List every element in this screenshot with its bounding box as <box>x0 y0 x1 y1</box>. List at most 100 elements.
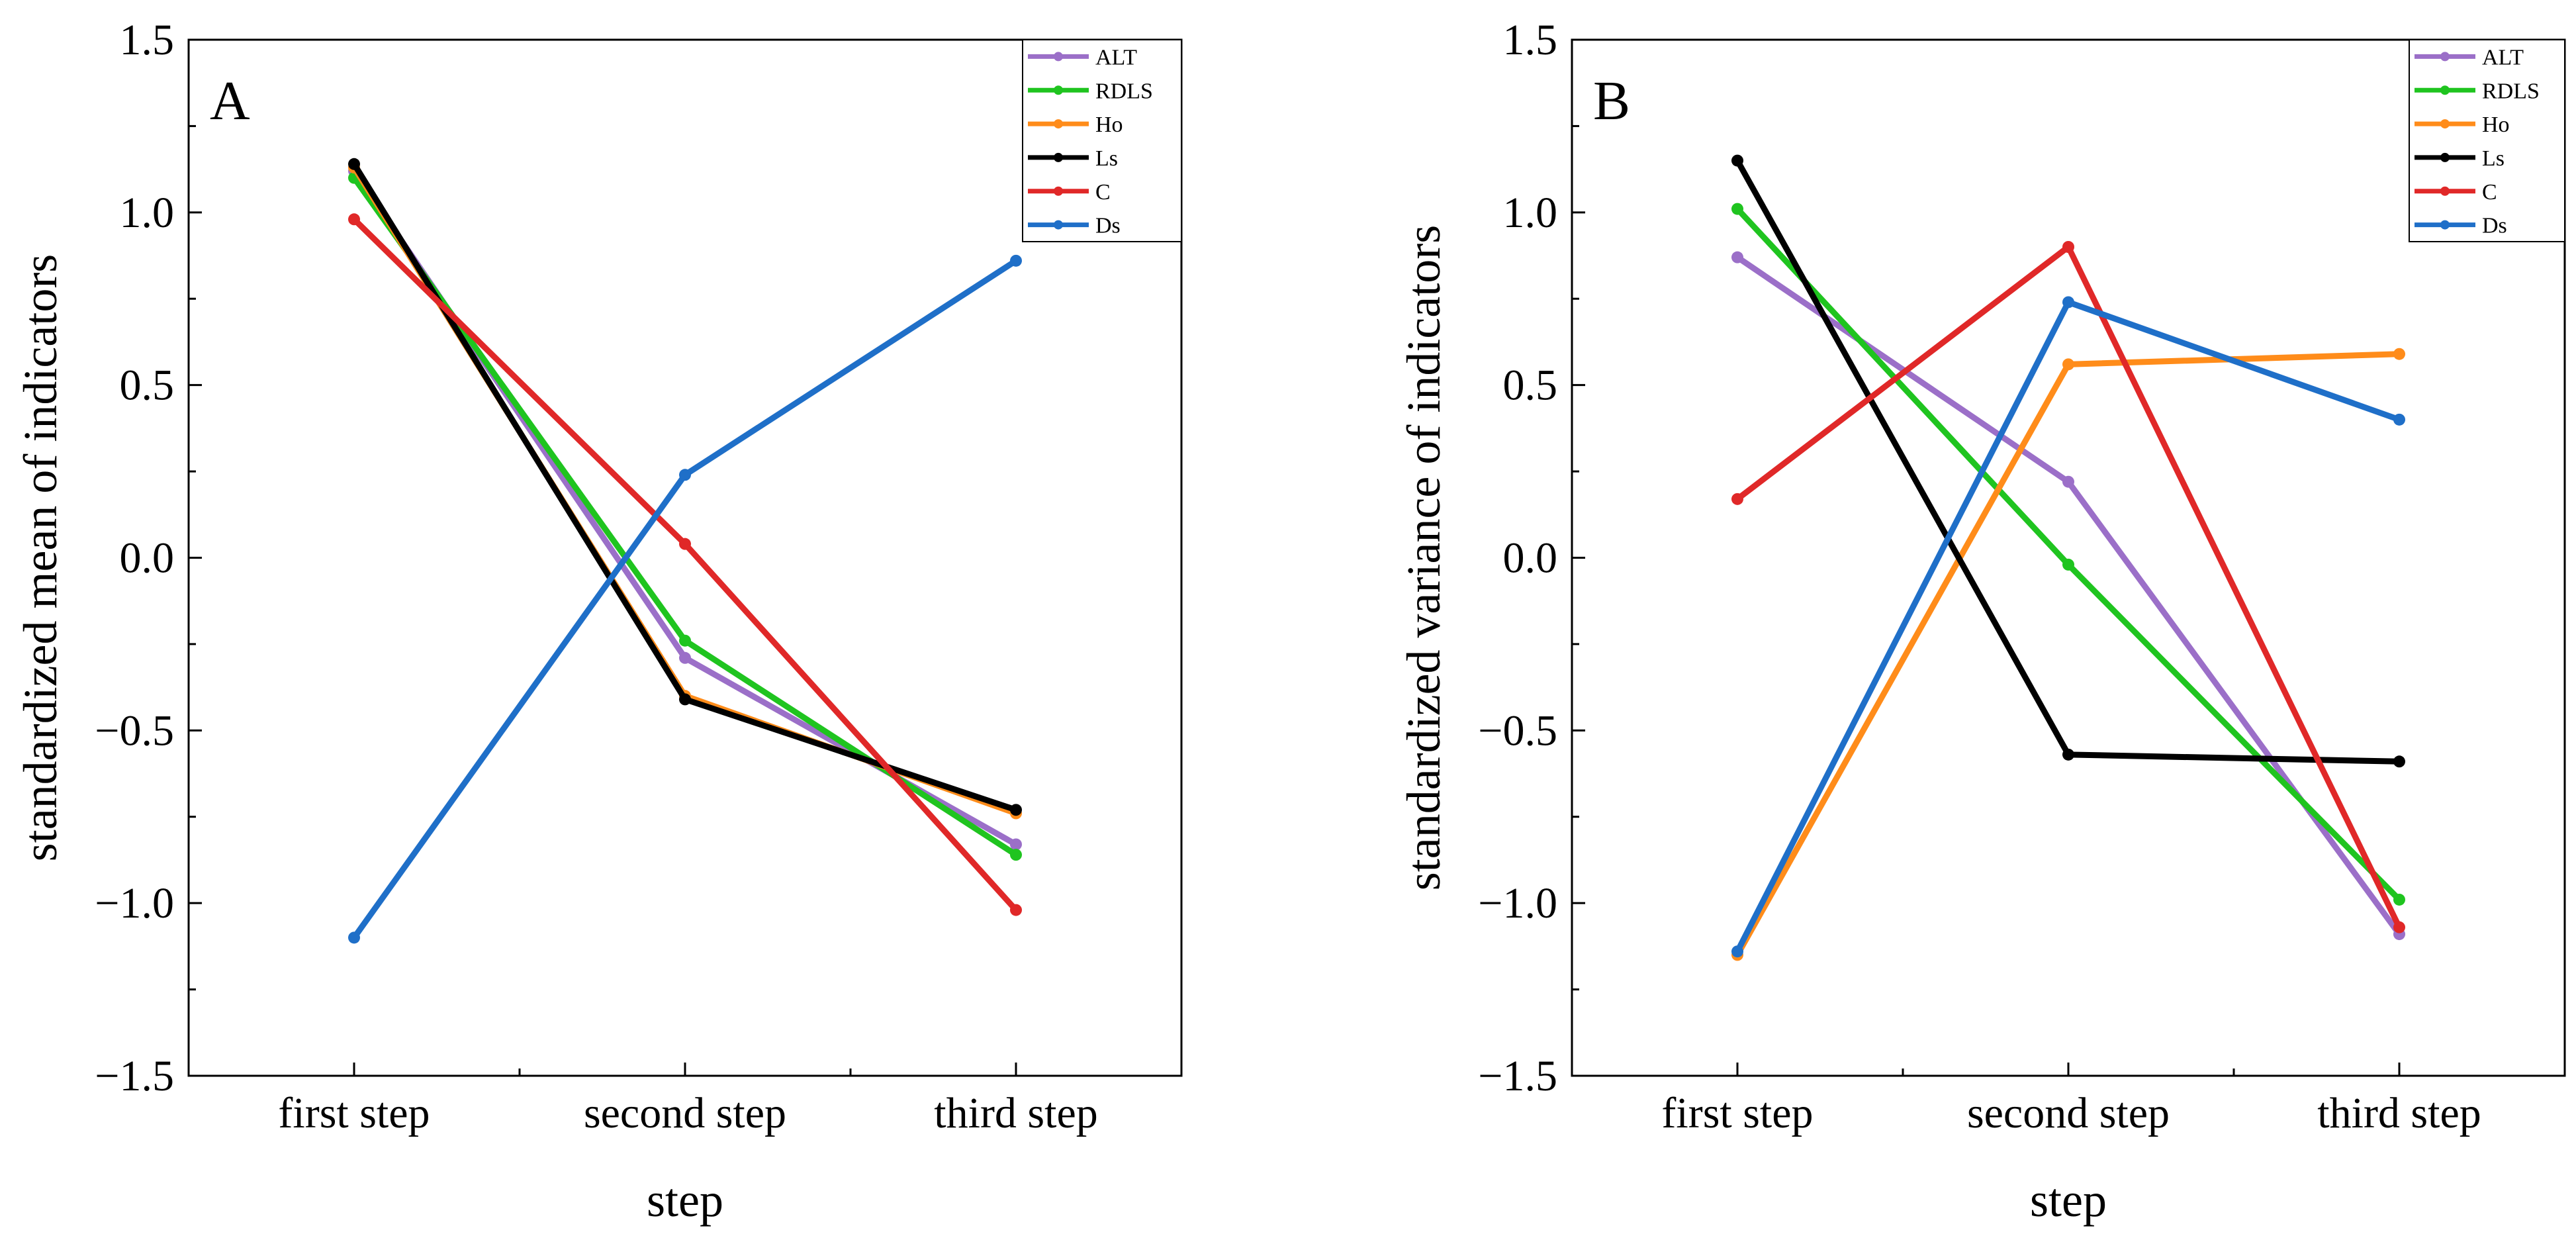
y-tick-label: −0.5 <box>1478 706 1557 755</box>
data-point <box>348 158 360 170</box>
data-point <box>679 651 691 664</box>
series-line <box>1734 299 2401 953</box>
x-tick-label: third step <box>2317 1089 2481 1137</box>
x-tick-label: first step <box>278 1089 430 1137</box>
legend-label: Ho <box>2482 113 2510 137</box>
legend-marker <box>1054 52 1063 62</box>
data-point <box>2062 241 2074 253</box>
legend-marker <box>2440 119 2450 129</box>
series-c <box>1731 241 2405 933</box>
legend-marker <box>1054 152 1063 162</box>
x-tick-label: first step <box>1661 1089 1813 1137</box>
legend-label: Ds <box>2482 214 2507 238</box>
y-axis-title: standardized variance of indicators <box>1397 225 1450 891</box>
y-tick-label: 0.5 <box>120 361 175 410</box>
series-line <box>351 166 1017 816</box>
data-point <box>2393 755 2405 768</box>
data-point <box>679 693 691 706</box>
data-point <box>1010 804 1022 816</box>
data-point <box>2393 413 2405 426</box>
legend-marker <box>2440 186 2450 196</box>
y-tick-label: 0.0 <box>120 534 175 583</box>
y-tick-label: −1.5 <box>95 1052 174 1100</box>
series-line <box>351 169 1018 847</box>
legend-marker <box>2440 85 2450 95</box>
data-point <box>1010 838 1022 851</box>
legend-label: Ho <box>1095 113 1123 137</box>
data-point <box>348 213 360 226</box>
legend-marker <box>2440 52 2450 62</box>
series-c <box>348 213 1022 916</box>
series-line <box>351 176 1018 857</box>
chart-panel-b: −1.5 −1.0 −0.5 0.0 0.5 1.0 1.5 first step second… <box>1397 16 2566 1227</box>
series-line <box>351 258 1018 939</box>
y-tick-label: −1.5 <box>1478 1052 1557 1100</box>
legend-marker <box>2440 152 2450 162</box>
legend-label: C <box>1095 180 1111 205</box>
data-point <box>1731 251 1743 263</box>
series-line <box>1735 244 2403 929</box>
series-rdls <box>1731 203 2405 906</box>
legend-label: RDLS <box>2482 79 2540 103</box>
data-point <box>679 538 691 550</box>
data-point <box>1731 493 1743 505</box>
y-tick-label: 0.0 <box>1503 534 1558 583</box>
legend-label: Ds <box>1095 214 1121 238</box>
legend-label: C <box>2482 180 2497 205</box>
data-point <box>2062 358 2074 371</box>
y-tick-label: 1.5 <box>120 16 175 64</box>
y-tick-label: −1.0 <box>95 879 174 927</box>
data-point <box>2062 296 2074 308</box>
series-ds <box>348 254 1022 944</box>
panel-label: A <box>210 70 250 132</box>
y-tick-label: −1.0 <box>1478 879 1557 927</box>
x-axis-title: step <box>2030 1174 2107 1227</box>
series-ho <box>1731 348 2405 961</box>
legend-label: Ls <box>1095 146 1118 171</box>
x-tick-label: second step <box>1967 1089 2170 1137</box>
y-tick-label: 0.5 <box>1503 361 1558 410</box>
y-tick-label: 1.5 <box>1503 16 1558 64</box>
y-tick-label: 1.0 <box>120 189 175 237</box>
series-ls <box>348 158 1022 816</box>
series-alt <box>348 165 1022 851</box>
data-point <box>1010 849 1022 861</box>
legend-label: RDLS <box>1095 79 1153 103</box>
x-tick-label: second step <box>584 1089 786 1137</box>
data-point <box>679 634 691 647</box>
legend: ALT RDLS Ho Ls C Ds <box>2409 39 2565 242</box>
data-point <box>2393 893 2405 906</box>
legend: ALT RDLS Ho Ls C Ds <box>1022 39 1182 242</box>
data-point <box>2062 558 2074 571</box>
x-axis-title: step <box>647 1174 723 1227</box>
data-point <box>1010 254 1022 267</box>
data-point <box>679 469 691 481</box>
legend-label: ALT <box>2482 45 2524 70</box>
data-point <box>1731 945 1743 958</box>
legend-marker <box>1054 119 1063 129</box>
data-point <box>348 931 360 944</box>
data-point <box>1010 904 1022 916</box>
series-rdls <box>348 171 1022 861</box>
legend-box <box>2409 39 2565 242</box>
legend-marker <box>1054 85 1063 95</box>
legend-label: ALT <box>1095 45 1137 70</box>
data-point <box>1731 154 1743 167</box>
data-point <box>2062 475 2074 488</box>
legend-label: Ls <box>2482 146 2505 171</box>
panel-label: B <box>1593 70 1630 132</box>
y-tick-label: −0.5 <box>95 706 174 755</box>
series-ls <box>1731 154 2405 768</box>
y-axis-title: standardized mean of indicators <box>14 254 67 862</box>
series-line <box>1735 351 2400 957</box>
series-line <box>1735 207 2402 902</box>
series-ds <box>1731 296 2405 958</box>
chart-panel-a: −1.5 −1.0 −0.5 0.0 0.5 1.0 1.5 first step second… <box>14 16 1183 1227</box>
y-tick-label: 1.0 <box>1503 189 1558 237</box>
legend-marker <box>1054 220 1063 230</box>
legend-marker <box>1054 186 1063 196</box>
series-line <box>351 162 1017 813</box>
data-point <box>1731 203 1743 215</box>
x-tick-label: third step <box>934 1089 1097 1137</box>
